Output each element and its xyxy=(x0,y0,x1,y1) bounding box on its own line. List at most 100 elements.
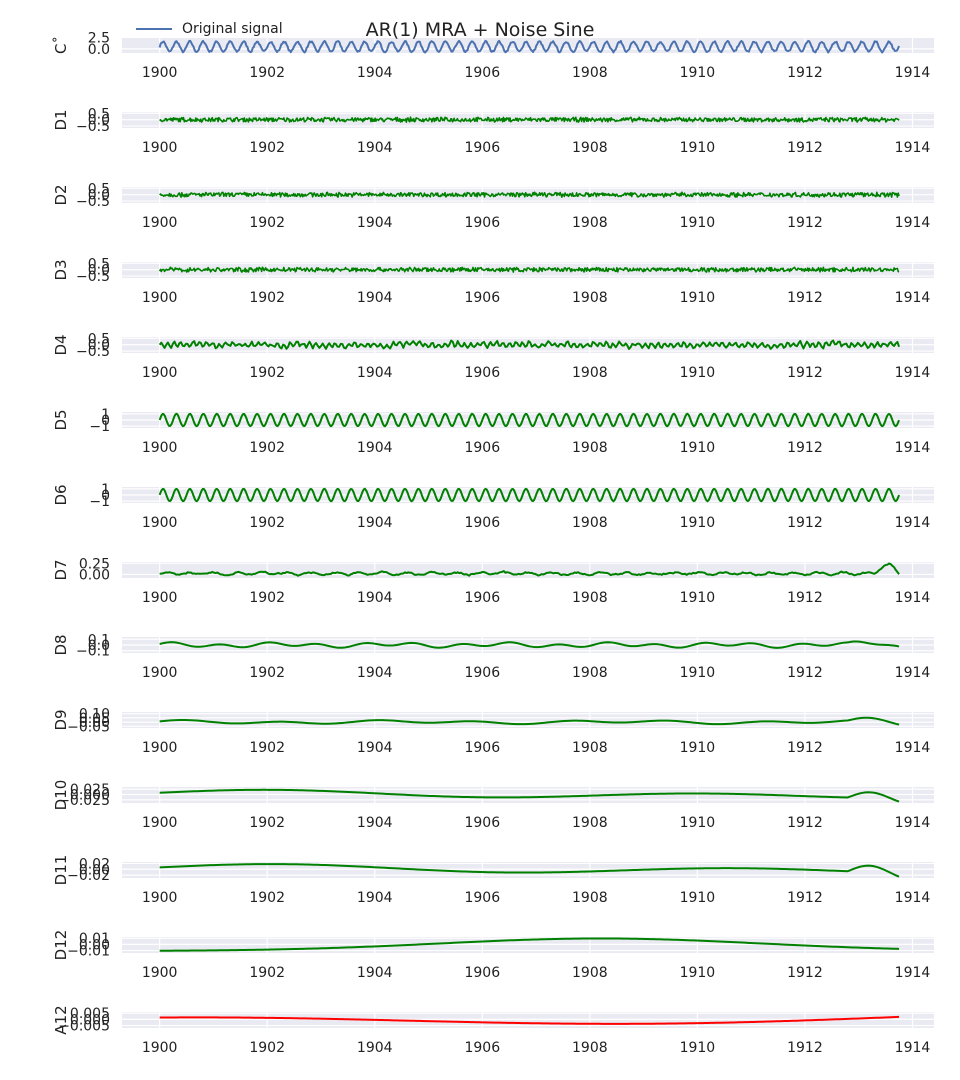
panel-d1: 1900 1902 1904 1906 1908 1910 1912 1914 0.50.0−0… xyxy=(52,106,934,156)
x-tick-label: 1908 xyxy=(572,365,608,381)
y-tick-label: −1 xyxy=(89,494,110,510)
x-tick-label: 1908 xyxy=(572,665,608,681)
x-tick-label: 1912 xyxy=(787,290,823,306)
x-tick-label: 1902 xyxy=(249,1040,285,1056)
series-line xyxy=(159,191,900,198)
x-tick-label: 1910 xyxy=(680,515,716,531)
panel-d5: 1900 1902 1904 1906 1908 1910 1912 1914 10−1 D5 xyxy=(52,407,934,456)
x-tick-label: 1908 xyxy=(572,965,608,981)
x-tick-label: 1900 xyxy=(142,590,178,606)
y-tick-label: 0.00 xyxy=(79,937,110,953)
legend-swatch-original xyxy=(136,28,172,30)
x-tick-label: 1906 xyxy=(464,740,500,756)
x-tick-label: 1902 xyxy=(249,965,285,981)
x-tick-label: 1902 xyxy=(249,515,285,531)
panel-background xyxy=(122,712,934,728)
chart-title: AR(1) MRA + Noise Sine xyxy=(365,19,595,41)
y-tick-label: −0.005 xyxy=(58,1019,110,1035)
x-tick-label: 1912 xyxy=(787,65,823,81)
y-tick-label: 0.1 xyxy=(88,632,110,648)
x-tick-label: 1900 xyxy=(142,665,178,681)
x-tick-label: 1910 xyxy=(680,365,716,381)
x-tick-label: 1904 xyxy=(357,965,393,981)
series-line xyxy=(159,716,900,726)
series-line xyxy=(158,39,900,54)
x-tick-label: 1914 xyxy=(895,1040,931,1056)
series-line xyxy=(159,116,900,123)
x-tick-label: 1904 xyxy=(357,440,393,456)
y-tick-label: 0.0 xyxy=(88,263,110,279)
x-tick-label: 1902 xyxy=(249,365,285,381)
x-tick-label: 1910 xyxy=(680,290,716,306)
x-tick-label: 1910 xyxy=(680,215,716,231)
x-tick-label: 1910 xyxy=(680,140,716,156)
x-tick-label: 1910 xyxy=(680,890,716,906)
x-tick-label: 1900 xyxy=(142,215,178,231)
y-tick-label: −0.05 xyxy=(67,719,110,735)
x-tick-label: 1902 xyxy=(249,590,285,606)
x-tick-label: 1902 xyxy=(249,215,285,231)
y-tick-label: −1 xyxy=(89,419,110,435)
x-tick-label: 1910 xyxy=(680,740,716,756)
x-tick-label: 1904 xyxy=(357,815,393,831)
x-tick-label: 1908 xyxy=(572,890,608,906)
x-tick-label: 1902 xyxy=(249,440,285,456)
x-tick-label: 1912 xyxy=(787,740,823,756)
x-tick-label: 1904 xyxy=(357,140,393,156)
panel-d12: 1900 1902 1904 1906 1908 1910 1912 1914 0.010.00… xyxy=(52,930,934,981)
x-tick-label: 1906 xyxy=(464,290,500,306)
x-tick-label: 1912 xyxy=(787,815,823,831)
panel-d10: 1900 1902 1904 1906 1908 1910 1912 1914 0.0250.0… xyxy=(52,780,934,831)
y-tick-label: 0 xyxy=(101,488,110,504)
x-tick-label: 1914 xyxy=(895,65,931,81)
x-tick-label: 1908 xyxy=(572,590,608,606)
y-tick-label: 0 xyxy=(101,413,110,429)
panel-d11: 1900 1902 1904 1906 1908 1910 1912 1914 0.020.00… xyxy=(52,855,934,906)
panel-d6: 1900 1902 1904 1906 1908 1910 1912 1914 10−1 D6 xyxy=(52,482,934,531)
x-tick-label: 1900 xyxy=(142,140,178,156)
series-line xyxy=(159,788,900,803)
x-tick-label: 1910 xyxy=(680,965,716,981)
x-tick-label: 1912 xyxy=(787,590,823,606)
y-tick-label: −0.025 xyxy=(58,793,110,809)
y-axis-label: D6 xyxy=(52,484,70,505)
x-tick-label: 1906 xyxy=(464,1040,500,1056)
y-tick-label: −0.1 xyxy=(76,644,110,660)
x-tick-label: 1906 xyxy=(464,815,500,831)
y-axis-label: D7 xyxy=(52,559,70,580)
x-tick-label: 1900 xyxy=(142,890,178,906)
x-tick-label: 1906 xyxy=(464,590,500,606)
y-tick-label: −0.01 xyxy=(67,944,110,960)
x-tick-label: 1908 xyxy=(572,65,608,81)
y-tick-label: 0.02 xyxy=(79,856,110,872)
x-tick-label: 1900 xyxy=(142,65,178,81)
x-tick-label: 1904 xyxy=(357,1040,393,1056)
x-tick-label: 1914 xyxy=(895,215,931,231)
y-tick-label: −0.5 xyxy=(76,344,110,360)
x-tick-label: 1904 xyxy=(357,890,393,906)
x-tick-label: 1900 xyxy=(142,815,178,831)
x-tick-label: 1914 xyxy=(895,440,931,456)
series-line xyxy=(159,863,900,878)
y-axis-label: D1 xyxy=(52,109,70,130)
x-tick-label: 1906 xyxy=(464,890,500,906)
y-axis-label: D4 xyxy=(52,334,70,355)
x-tick-label: 1902 xyxy=(249,290,285,306)
x-tick-label: 1904 xyxy=(357,740,393,756)
x-tick-label: 1902 xyxy=(249,665,285,681)
panel-d2: 1900 1902 1904 1906 1908 1910 1912 1914 0.50.0−0… xyxy=(52,181,934,231)
x-tick-label: 1904 xyxy=(357,515,393,531)
x-tick-label: 1900 xyxy=(142,515,178,531)
x-tick-label: 1908 xyxy=(572,815,608,831)
x-tick-label: 1914 xyxy=(895,815,931,831)
x-tick-label: 1908 xyxy=(572,440,608,456)
x-tick-label: 1902 xyxy=(249,65,285,81)
panel-d4: 1900 1902 1904 1906 1908 1910 1912 1914 0.50.0−0… xyxy=(52,331,934,381)
x-tick-label: 1906 xyxy=(464,140,500,156)
y-axis-label: D8 xyxy=(52,634,70,655)
x-tick-label: 1912 xyxy=(787,665,823,681)
x-tick-label: 1912 xyxy=(787,440,823,456)
y-axis-label: D2 xyxy=(52,184,70,205)
x-tick-label: 1904 xyxy=(357,365,393,381)
x-tick-label: 1902 xyxy=(249,140,285,156)
